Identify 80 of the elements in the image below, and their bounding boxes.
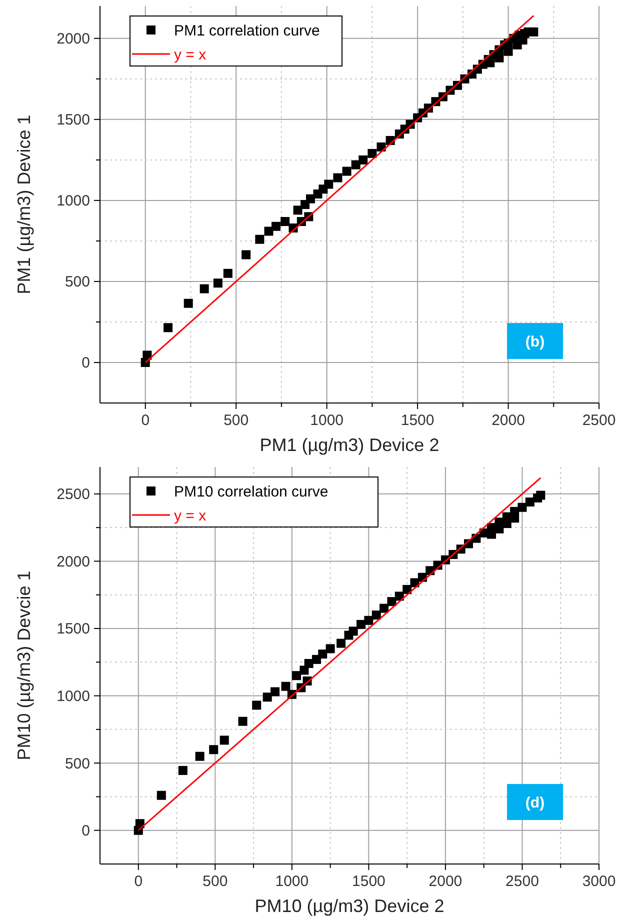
point: [333, 173, 342, 182]
point: [372, 610, 381, 620]
point: [529, 27, 538, 36]
point: [351, 160, 360, 170]
point: [184, 298, 193, 308]
point: [238, 716, 248, 726]
point: [270, 687, 280, 696]
y-tick-label: 0: [82, 822, 90, 840]
x-tick-label: 1500: [400, 412, 434, 429]
point: [306, 194, 315, 204]
x-axis-title: PM10 (µg/m3) Device 2: [254, 896, 444, 916]
point: [223, 268, 232, 278]
annotation: (b): [525, 333, 545, 350]
point: [494, 53, 504, 62]
legend-label: y = x: [174, 507, 207, 524]
point: [272, 222, 281, 231]
point: [220, 736, 229, 745]
annotation: (d): [525, 794, 545, 812]
point: [348, 626, 358, 636]
x-tick-label: 2000: [428, 873, 462, 890]
x-tick-label: 2500: [506, 873, 539, 890]
y-axis-title: PM1 (µg/m3) Device 1: [14, 114, 34, 294]
point: [380, 604, 389, 613]
point: [280, 217, 290, 226]
point: [518, 502, 527, 512]
point: [195, 752, 204, 761]
point: [281, 682, 290, 691]
point: [293, 206, 302, 215]
point: [342, 166, 352, 176]
point: [356, 620, 366, 629]
x-tick-label: 500: [202, 873, 228, 890]
point: [209, 745, 218, 754]
y-tick-label: 1500: [56, 112, 90, 129]
point: [292, 671, 302, 680]
point: [156, 790, 166, 800]
x-tick-label: 0: [134, 873, 143, 890]
legend-label: PM10 correlation curve: [174, 483, 328, 500]
point: [318, 650, 328, 659]
y-tick-label: 0: [82, 354, 90, 372]
x-tick-label: 0: [141, 412, 150, 429]
point: [252, 700, 262, 710]
point: [536, 490, 546, 500]
point: [304, 658, 314, 668]
x-tick-label: 3000: [582, 873, 616, 890]
point: [135, 819, 144, 828]
y-tick-label: 500: [64, 274, 90, 291]
x-axis-title: PM1 (µg/m3) Device 2: [260, 435, 440, 455]
point: [387, 597, 396, 606]
x-tick-label: 1500: [352, 873, 386, 890]
legend-label: PM1 correlation curve: [174, 22, 320, 40]
point: [200, 284, 209, 294]
point: [213, 278, 222, 288]
point: [262, 692, 272, 702]
point: [178, 766, 188, 775]
x-tick-label: 500: [224, 412, 249, 429]
y-tick-label: 2000: [56, 30, 90, 48]
point: [504, 46, 513, 56]
point: [142, 350, 152, 360]
y-tick-label: 1500: [56, 620, 90, 638]
point: [324, 180, 334, 189]
y-tick-label: 1000: [56, 688, 90, 706]
y-tick-label: 500: [64, 755, 90, 772]
y-tick-label: 2500: [56, 486, 90, 504]
legend-label: y = x: [174, 46, 207, 64]
point: [368, 148, 377, 158]
x-tick-label: 1000: [275, 873, 309, 890]
point: [326, 644, 335, 654]
y-tick-label: 2000: [56, 553, 90, 570]
point: [255, 234, 264, 244]
point: [364, 616, 374, 625]
point: [242, 250, 251, 260]
y-axis-title: PM10 (µg/m3) Devcie 1: [14, 570, 34, 760]
point: [525, 497, 534, 506]
point: [164, 323, 173, 332]
x-tick-label: 2000: [492, 412, 525, 429]
point: [336, 638, 346, 648]
y-tick-label: 1000: [56, 192, 90, 210]
point: [358, 155, 368, 164]
x-tick-label: 1000: [310, 412, 344, 429]
x-tick-label: 2500: [582, 412, 616, 429]
